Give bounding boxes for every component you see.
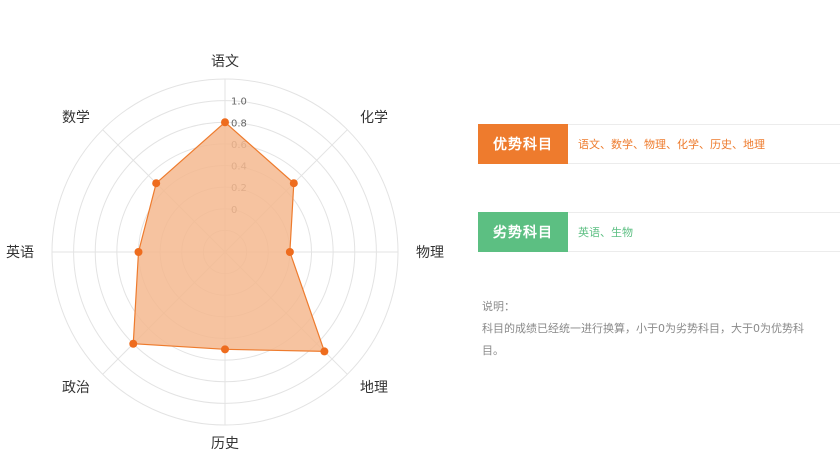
- note-title: 说明：: [482, 300, 515, 313]
- note-text: 科目的成绩已经统一进行换算，小于0为劣势科目，大于0为优势科目。: [482, 322, 804, 357]
- axis-label: 英语: [6, 244, 34, 261]
- weak-subjects-list: 英语、生物: [578, 226, 633, 239]
- axis-label: 数学: [62, 110, 90, 126]
- weak-subjects-badge: 劣势科目: [478, 212, 568, 252]
- radar-series: [129, 118, 329, 356]
- data-point-2: [289, 179, 298, 188]
- data-point-5: [221, 345, 229, 354]
- strong-subjects-panel: 优势科目 语文、数学、物理、化学、历史、地理: [478, 124, 840, 164]
- data-point-4: [320, 347, 329, 356]
- weak-subjects-panel: 劣势科目 英语、生物: [478, 212, 840, 252]
- data-point-6: [129, 339, 138, 348]
- axis-label: 语文: [211, 54, 239, 70]
- data-point-1: [221, 118, 229, 127]
- axis-label: 化学: [360, 110, 388, 126]
- data-point-8: [152, 179, 161, 188]
- strong-subjects-list: 语文、数学、物理、化学、历史、地理: [578, 138, 765, 151]
- radial-tick-label: 1.0: [231, 97, 247, 108]
- axis-label: 政治: [62, 380, 90, 396]
- strong-subjects-badge: 优势科目: [478, 124, 568, 164]
- axis-label: 物理: [416, 245, 444, 261]
- series-area: [132, 121, 326, 353]
- radial-tick-label: 0.8: [231, 118, 247, 129]
- axis-label: 地理: [360, 380, 388, 396]
- data-point-3: [285, 248, 294, 256]
- note-block: 说明： 科目的成绩已经统一进行换算，小于0为劣势科目，大于0为优势科目。: [482, 296, 840, 362]
- axis-label: 历史: [211, 436, 239, 452]
- data-point-7: [134, 248, 143, 256]
